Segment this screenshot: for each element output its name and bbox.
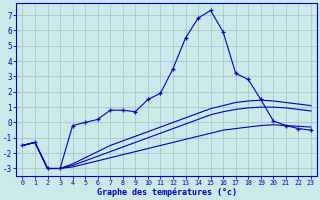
X-axis label: Graphe des températures (°c): Graphe des températures (°c) bbox=[97, 188, 237, 197]
